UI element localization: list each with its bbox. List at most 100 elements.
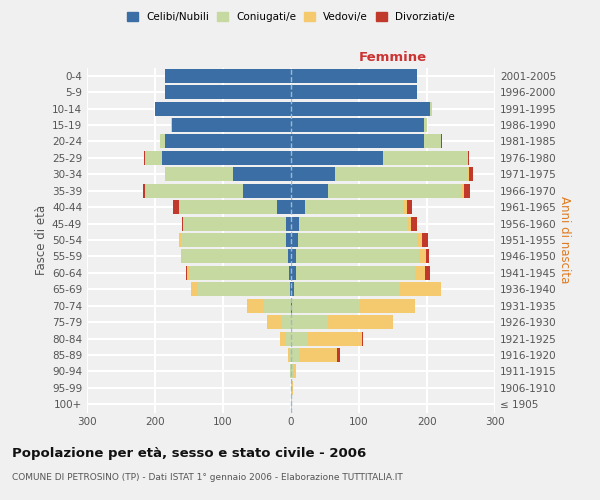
Bar xyxy=(286,233,291,247)
Bar xyxy=(280,332,286,345)
Bar xyxy=(183,216,184,230)
Bar xyxy=(383,151,468,165)
Bar xyxy=(424,134,440,148)
Bar xyxy=(162,151,291,165)
Bar xyxy=(165,168,233,181)
Bar xyxy=(179,200,277,214)
Bar xyxy=(425,266,430,280)
Bar xyxy=(286,332,291,345)
Bar xyxy=(291,200,305,214)
Bar xyxy=(291,398,292,411)
Bar xyxy=(464,184,470,198)
Bar xyxy=(291,266,296,280)
Y-axis label: Anni di nascita: Anni di nascita xyxy=(557,196,571,284)
Bar xyxy=(160,134,165,148)
Bar xyxy=(233,168,291,181)
Bar xyxy=(291,168,335,181)
Bar xyxy=(264,298,291,312)
Bar xyxy=(190,266,289,280)
Bar xyxy=(419,250,425,264)
Bar xyxy=(244,184,291,198)
Bar xyxy=(430,102,432,116)
Bar xyxy=(291,315,328,329)
Bar xyxy=(290,364,291,378)
Bar xyxy=(291,332,308,345)
Bar xyxy=(291,233,298,247)
Bar xyxy=(145,151,162,165)
Bar xyxy=(165,85,291,99)
Bar xyxy=(289,266,291,280)
Bar xyxy=(291,151,383,165)
Bar xyxy=(299,348,337,362)
Bar xyxy=(296,250,419,264)
Bar xyxy=(281,315,291,329)
Bar xyxy=(292,298,361,312)
Bar xyxy=(187,266,190,280)
Bar xyxy=(296,266,415,280)
Text: Femmine: Femmine xyxy=(359,51,427,64)
Bar xyxy=(182,216,183,230)
Bar xyxy=(290,282,291,296)
Bar xyxy=(440,134,442,148)
Bar xyxy=(286,216,291,230)
Bar xyxy=(184,216,286,230)
Bar xyxy=(425,250,429,264)
Bar xyxy=(298,233,417,247)
Bar xyxy=(291,184,328,198)
Bar xyxy=(191,282,198,296)
Bar xyxy=(291,282,295,296)
Bar xyxy=(165,134,291,148)
Bar xyxy=(291,381,292,395)
Bar xyxy=(181,233,286,247)
Bar xyxy=(179,233,181,247)
Bar xyxy=(173,200,179,214)
Bar xyxy=(144,151,145,165)
Bar xyxy=(170,118,172,132)
Bar xyxy=(182,250,287,264)
Bar xyxy=(461,184,464,198)
Bar xyxy=(165,68,291,82)
Bar xyxy=(335,168,468,181)
Bar xyxy=(403,200,407,214)
Bar xyxy=(289,348,291,362)
Bar xyxy=(291,118,424,132)
Bar xyxy=(291,250,296,264)
Bar xyxy=(267,315,281,329)
Bar xyxy=(293,364,296,378)
Bar xyxy=(143,184,145,198)
Bar xyxy=(181,250,182,264)
Bar xyxy=(328,315,393,329)
Bar xyxy=(291,102,430,116)
Bar xyxy=(362,332,363,345)
Bar xyxy=(308,332,362,345)
Bar xyxy=(469,168,473,181)
Bar xyxy=(424,118,427,132)
Bar xyxy=(277,200,291,214)
Bar xyxy=(412,216,417,230)
Bar xyxy=(172,118,291,132)
Bar xyxy=(292,381,293,395)
Bar xyxy=(408,216,412,230)
Bar xyxy=(400,282,440,296)
Bar xyxy=(291,348,299,362)
Bar xyxy=(291,134,424,148)
Bar xyxy=(415,266,425,280)
Bar xyxy=(337,348,340,362)
Bar xyxy=(291,216,299,230)
Bar xyxy=(291,364,293,378)
Bar xyxy=(328,184,461,198)
Bar xyxy=(291,85,417,99)
Bar xyxy=(468,168,469,181)
Text: Popolazione per età, sesso e stato civile - 2006: Popolazione per età, sesso e stato civil… xyxy=(12,448,366,460)
Bar xyxy=(198,282,290,296)
Bar xyxy=(164,168,165,181)
Bar xyxy=(287,250,291,264)
Bar xyxy=(155,102,291,116)
Bar xyxy=(247,298,264,312)
Text: COMUNE DI PETROSINO (TP) - Dati ISTAT 1° gennaio 2006 - Elaborazione TUTTITALIA.: COMUNE DI PETROSINO (TP) - Dati ISTAT 1°… xyxy=(12,472,403,482)
Bar xyxy=(422,233,428,247)
Y-axis label: Fasce di età: Fasce di età xyxy=(35,205,48,275)
Bar xyxy=(468,151,469,165)
Bar xyxy=(361,298,415,312)
Bar xyxy=(291,298,292,312)
